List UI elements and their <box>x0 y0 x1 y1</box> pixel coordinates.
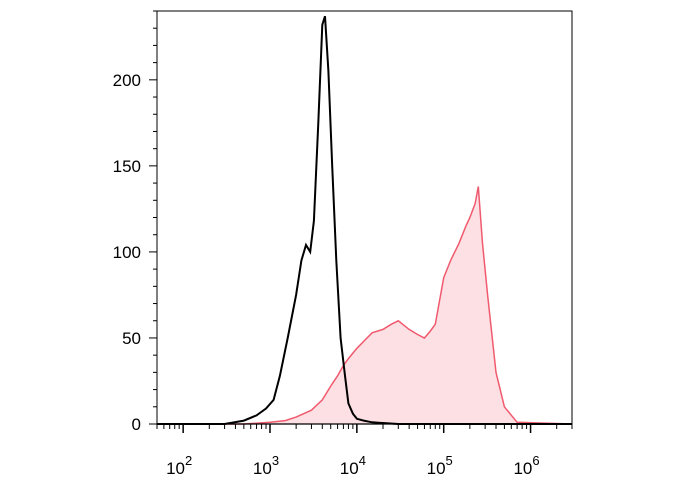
series-1-outline <box>157 186 573 425</box>
y-tick-label: 50 <box>122 329 141 348</box>
x-tick-label: 102 <box>166 453 192 478</box>
y-tick-label: 150 <box>113 157 141 176</box>
series-layer <box>157 15 573 425</box>
x-tick-label: 106 <box>513 453 539 478</box>
y-tick-label: 200 <box>113 71 141 90</box>
x-axis: 102 103 104 105 106 <box>156 423 573 478</box>
x-tick-label: 103 <box>253 453 279 478</box>
y-tick-label: 0 <box>132 415 141 434</box>
series-1-area <box>157 186 572 424</box>
y-axis: 0 50 100 150 200 <box>113 10 157 434</box>
x-tick-label: 104 <box>340 453 366 478</box>
series-0-line <box>157 15 572 425</box>
y-tick-label: 100 <box>113 243 141 262</box>
x-tick-label: 105 <box>427 453 453 478</box>
